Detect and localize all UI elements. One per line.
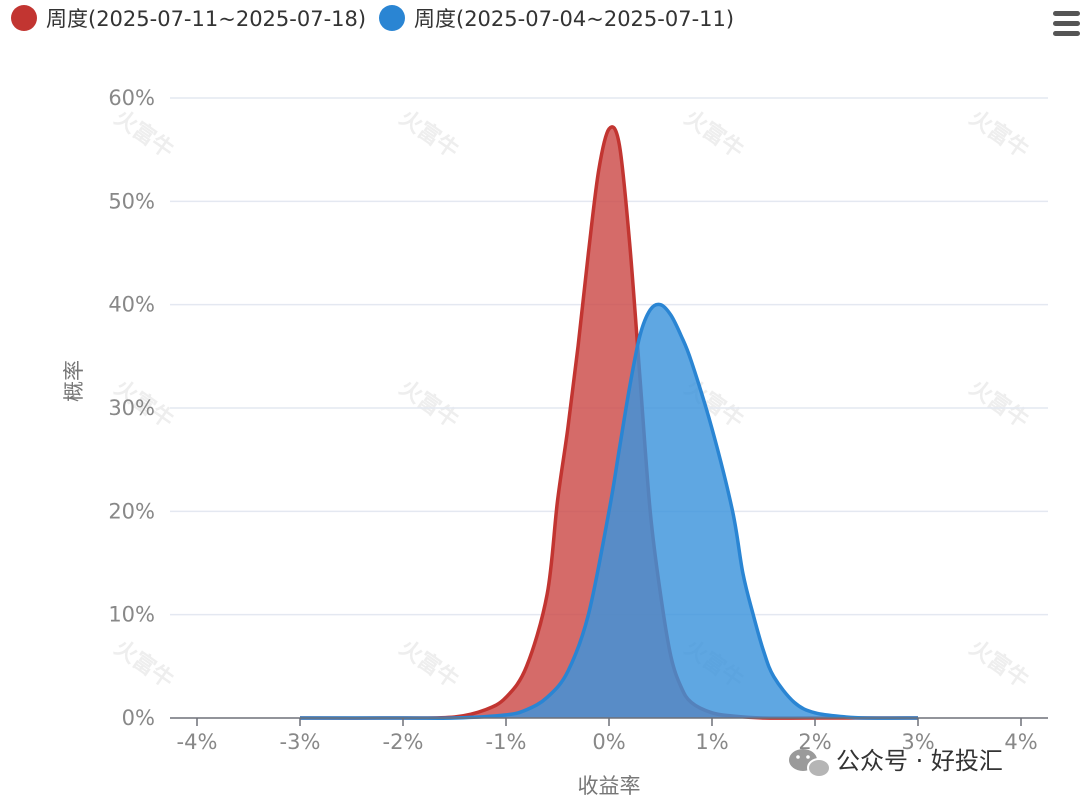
y-axis-title: 概率 [62,360,86,402]
x-tick-label: 4% [1004,730,1037,754]
wechat-icon [789,749,831,778]
y-tick-label: 0% [122,706,155,730]
y-tick-label: 60% [108,86,155,110]
watermark-text: 火富牛 [965,375,1034,434]
x-axis-title: 收益率 [578,774,641,798]
watermark-text: 火富牛 [965,635,1034,694]
y-tick-label: 10% [108,603,155,627]
legend-item-1[interactable]: 周度(2025-07-11~2025-07-18) [11,5,366,31]
y-tick-label: 40% [108,293,155,317]
watermark-text: 火富牛 [395,635,464,694]
x-tick-label: -1% [486,730,527,754]
x-tick-label: -4% [177,730,218,754]
watermark-text: 火富牛 [110,105,179,164]
footer: 公众号 · 好投汇 [789,747,1003,778]
series-2-line[interactable] [300,302,919,720]
legend-label: 周度(2025-07-04~2025-07-11) [414,7,734,31]
series-2-area[interactable] [300,304,918,719]
x-tick-label: 3% [901,730,934,754]
watermark-text: 火富牛 [395,105,464,164]
series-1-area[interactable] [300,126,918,719]
x-tick-label: 0% [592,730,625,754]
watermark-text: 火富牛 [110,635,179,694]
watermark-text: 火富牛 [965,105,1034,164]
y-tick-label: 50% [108,189,155,213]
y-tick-label: 30% [108,396,155,420]
watermark-text: 火富牛 [395,375,464,434]
y-tick-label: 20% [108,499,155,523]
footer-text: 公众号 · 好投汇 [836,747,1003,775]
x-tick-label: 1% [695,730,728,754]
axes: 0%10%20%30%40%50%60%-4% -3% -2% -1% 0% 1% 2% 3%… [108,86,1048,754]
x-tick-label: -3% [280,730,321,754]
legend-marker [11,5,37,31]
legend-marker [379,5,405,31]
hamburger-menu-icon[interactable] [1053,11,1080,36]
legend-label: 周度(2025-07-11~2025-07-18) [46,7,366,31]
x-tick-label: -2% [383,730,424,754]
series-layer [299,125,919,720]
watermark-text: 火富牛 [680,105,749,164]
legend-item-2[interactable]: 周度(2025-07-04~2025-07-11) [379,5,734,31]
legend[interactable]: 周度(2025-07-11~2025-07-18) 周度(2025-07-04~2… [11,5,734,31]
